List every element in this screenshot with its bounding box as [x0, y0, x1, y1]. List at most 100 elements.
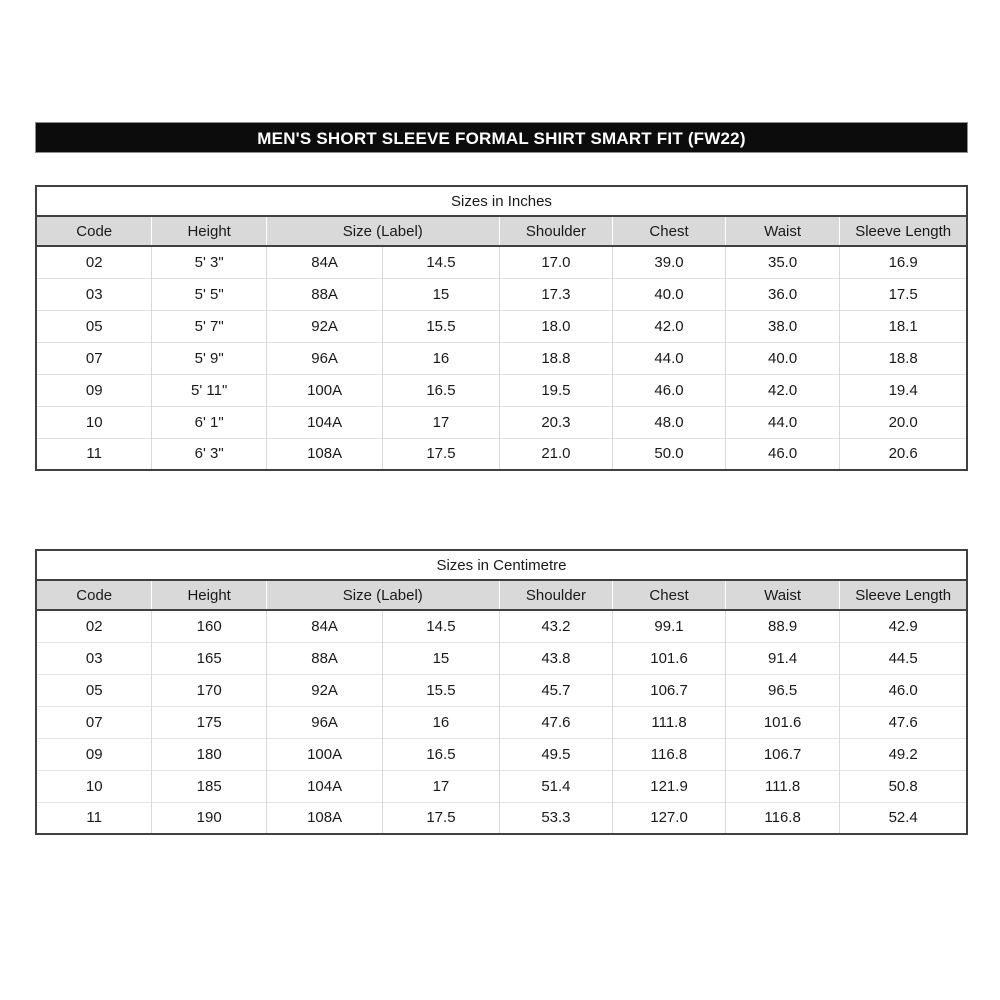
table-row: 05 170 92A 15.5 45.7 106.7 96.5 46.0 — [36, 673, 967, 706]
table-cell: 5' 9" — [151, 341, 267, 374]
table-cell: 160 — [151, 610, 267, 642]
table-cell: 111.8 — [724, 769, 840, 802]
table-title-row: Sizes in Centimetre — [36, 550, 967, 581]
table-row: 03 165 88A 15 43.8 101.6 91.4 44.5 — [36, 641, 967, 674]
table-cell: 108A — [265, 437, 383, 470]
table-cell: 17 — [382, 405, 500, 438]
table-cell: 84A — [265, 246, 383, 278]
table-row: 03 5' 5" 88A 15 17.3 40.0 36.0 17.5 — [36, 277, 967, 310]
page-title: MEN'S SHORT SLEEVE FORMAL SHIRT SMART FI… — [35, 122, 968, 153]
table-cell: 11 — [36, 801, 152, 834]
table-row: 07 5' 9" 96A 16 18.8 44.0 40.0 18.8 — [36, 341, 967, 374]
table-cell: 20.0 — [839, 405, 967, 438]
table-cell: 99.1 — [612, 610, 726, 642]
column-header-sleeve-length: Sleeve Length — [839, 580, 967, 611]
table-cell: 14.5 — [382, 610, 500, 642]
table-cell: 02 — [85, 617, 103, 635]
column-header-size-label: Size (Label) — [265, 216, 500, 247]
table-cell: 88A — [265, 277, 383, 310]
column-header-chest: Chest — [612, 216, 726, 247]
table-cell: 106.7 — [612, 673, 726, 706]
table-cell: 15 — [382, 641, 500, 674]
table-row: 05 5' 7" 92A 15.5 18.0 42.0 38.0 18.1 — [36, 309, 967, 342]
table-cell: 5' 5" — [151, 277, 267, 310]
table-title: Sizes in Centimetre — [36, 550, 967, 581]
table-cell: 14.5 — [382, 246, 500, 278]
table-cell: 09 — [36, 373, 152, 406]
column-header-sleeve-length: Sleeve Length — [839, 216, 967, 247]
table-cell: 104A — [265, 405, 383, 438]
table-title-row: Sizes in Inches — [36, 186, 967, 217]
table-header-row: Code Height Size (Label) Shoulder Chest … — [36, 216, 967, 247]
table-cell: 100A — [265, 737, 383, 770]
table-cell: 5' 7" — [151, 309, 267, 342]
table-cell: 101.6 — [724, 705, 840, 738]
table-cell: 96A — [265, 705, 383, 738]
column-header-waist: Waist — [724, 216, 840, 247]
table-cell: 05 — [36, 309, 152, 342]
table-cell: 170 — [151, 673, 267, 706]
table-cell: 88A — [265, 641, 383, 674]
table-cell: 07 — [36, 341, 152, 374]
table-cell: 44.0 — [724, 405, 840, 438]
table-cell: 50.0 — [612, 437, 726, 470]
table-cell: 16.5 — [382, 737, 500, 770]
table-cell: 17.5 — [839, 277, 967, 310]
column-header-code: Code — [36, 216, 152, 247]
table-cell: 09 — [36, 737, 152, 770]
table-cell: 165 — [151, 641, 267, 674]
table-cell: 106.7 — [724, 737, 840, 770]
table-cell: 20.3 — [498, 405, 613, 438]
table-cell: 121.9 — [612, 769, 726, 802]
table-cell: 18.1 — [839, 309, 967, 342]
table-cell: 15 — [382, 277, 500, 310]
table-cell: 16.9 — [839, 246, 967, 278]
table-cell: 38.0 — [724, 309, 840, 342]
table-cell: 104A — [265, 769, 383, 802]
column-header-height: Height — [151, 580, 267, 611]
table-row: 10 185 104A 17 51.4 121.9 111.8 50.8 — [36, 769, 967, 802]
table-cell: 44.5 — [839, 641, 967, 674]
table-cell: 15.5 — [382, 673, 500, 706]
table-cell: 190 — [151, 801, 267, 834]
table-cell: 17.3 — [498, 277, 613, 310]
table-cell: 16 — [382, 705, 500, 738]
table-cell: 46.0 — [839, 673, 967, 706]
column-header-height: Height — [151, 216, 267, 247]
table-cell: 88.9 — [724, 610, 840, 642]
table-cell: 05 — [36, 673, 152, 706]
table-row: 09 180 100A 16.5 49.5 116.8 106.7 49.2 — [36, 737, 967, 770]
table-cell: 43.8 — [498, 641, 613, 674]
table-cell: 42.9 — [839, 610, 967, 642]
table-cell: 18.8 — [839, 341, 967, 374]
table-cell: 185 — [151, 769, 267, 802]
table-cell: 116.8 — [612, 737, 726, 770]
table-cell: 17.5 — [382, 437, 500, 470]
table-cell: 16 — [382, 341, 500, 374]
table-cell: 16.5 — [382, 373, 500, 406]
table-cell: 50.8 — [839, 769, 967, 802]
table-cell: 52.4 — [839, 801, 967, 834]
table-cell: 6' 1" — [151, 405, 267, 438]
size-chart-content: MEN'S SHORT SLEEVE FORMAL SHIRT SMART FI… — [35, 122, 968, 835]
table-row: 02 160 84A 14.5 43.2 99.1 88.9 42.9 — [36, 610, 967, 642]
table-cell: 19.4 — [839, 373, 967, 406]
table-cell: 17.0 — [498, 246, 613, 278]
table-body: 02 5' 3" 84A 14.5 17.0 39.0 35.0 16.9 03 5' 5" 88A… — [36, 246, 967, 470]
table-cell: 44.0 — [612, 341, 726, 374]
table-cell: 40.0 — [724, 341, 840, 374]
table-cell: 11 — [36, 437, 152, 470]
table-cell: 111.8 — [612, 705, 726, 738]
table-cell: 6' 3" — [151, 437, 267, 470]
column-header-waist: Waist — [724, 580, 840, 611]
table-cell: 47.6 — [498, 705, 613, 738]
table-cell: 96.5 — [724, 673, 840, 706]
table-cell: 40.0 — [612, 277, 726, 310]
column-header-chest: Chest — [612, 580, 726, 611]
table-cell: 49.5 — [498, 737, 613, 770]
table-cell: 175 — [151, 705, 267, 738]
table-cell: 92A — [265, 309, 383, 342]
table-cell: 43.2 — [498, 610, 613, 642]
table-cell: 127.0 — [612, 801, 726, 834]
